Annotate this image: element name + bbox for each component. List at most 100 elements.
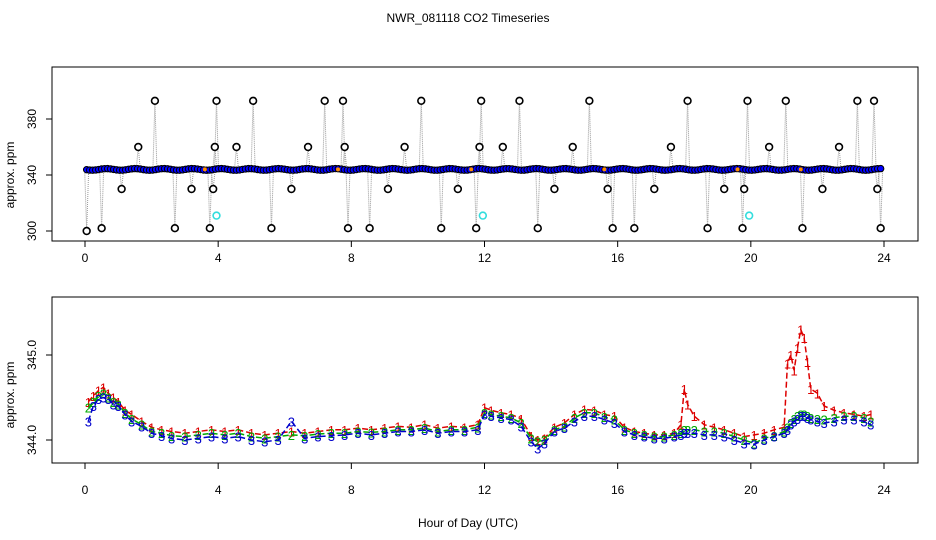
series-point-3: 3 bbox=[840, 413, 847, 428]
series-line-2 bbox=[87, 392, 872, 445]
series-point-1: 1 bbox=[448, 419, 455, 434]
series-point-2: 2 bbox=[541, 433, 548, 448]
series-point-2: 2 bbox=[741, 433, 748, 448]
spike-line bbox=[345, 169, 349, 229]
series-point-3: 3 bbox=[248, 433, 255, 448]
series-point-3: 3 bbox=[860, 414, 867, 429]
series-point-2: 2 bbox=[128, 412, 135, 427]
series-point-2: 2 bbox=[110, 395, 117, 410]
series-point-1: 1 bbox=[840, 406, 847, 421]
spike-line bbox=[612, 169, 616, 229]
spike-line bbox=[707, 169, 711, 229]
series-point-2: 2 bbox=[195, 428, 202, 443]
bottom-y-tick-label: 344.0 bbox=[25, 425, 39, 455]
spike-line bbox=[588, 100, 592, 170]
series-point-3: 3 bbox=[527, 435, 534, 450]
series-point-1: 1 bbox=[800, 331, 807, 346]
series-point-2: 2 bbox=[551, 423, 558, 438]
series-point-3: 3 bbox=[751, 437, 758, 452]
series-point-3: 3 bbox=[651, 431, 658, 446]
spike-point bbox=[338, 96, 348, 106]
spike-line bbox=[687, 100, 691, 170]
series-point-2: 2 bbox=[421, 421, 428, 436]
series-point-3: 3 bbox=[448, 425, 455, 440]
spike-point bbox=[97, 224, 106, 233]
series-point-3: 3 bbox=[850, 413, 857, 428]
series-point-3: 3 bbox=[461, 425, 468, 440]
spike-point bbox=[453, 184, 463, 194]
bottom-x-tick-label: 4 bbox=[215, 483, 222, 497]
spike-line bbox=[516, 100, 520, 170]
series-point-3: 3 bbox=[90, 399, 97, 414]
series-point-1: 1 bbox=[661, 428, 668, 443]
series-point-1: 1 bbox=[498, 406, 505, 421]
spike-point bbox=[187, 184, 196, 194]
series-point-2: 2 bbox=[661, 430, 668, 445]
spike-point bbox=[630, 224, 639, 233]
spike-line bbox=[537, 169, 541, 229]
series-point-1: 1 bbox=[354, 421, 361, 436]
series-point-3: 3 bbox=[621, 425, 628, 440]
spike-point bbox=[650, 184, 659, 194]
series-point-1: 1 bbox=[148, 420, 155, 435]
spike-line bbox=[783, 100, 787, 170]
series-point-2: 2 bbox=[474, 420, 481, 435]
bottom-y-axis-label: approx. ppm bbox=[3, 362, 17, 429]
spike-line bbox=[685, 100, 689, 170]
series-point-2: 2 bbox=[168, 429, 175, 444]
series-point-3: 3 bbox=[221, 431, 228, 446]
series-point-1: 1 bbox=[781, 420, 788, 435]
series-point-3: 3 bbox=[551, 425, 558, 440]
series-point-1: 1 bbox=[90, 389, 97, 404]
series-point-2: 2 bbox=[95, 389, 102, 404]
series-point-2: 2 bbox=[408, 423, 415, 438]
series-point-3: 3 bbox=[830, 414, 837, 429]
spike-point bbox=[417, 96, 426, 106]
series-point-2: 2 bbox=[684, 423, 691, 438]
spike-line bbox=[172, 169, 176, 229]
spike-line bbox=[86, 169, 90, 232]
data-point-accent bbox=[469, 167, 474, 172]
series-point-2: 2 bbox=[721, 426, 728, 441]
series-point-2: 2 bbox=[701, 425, 708, 440]
series-point-3: 3 bbox=[354, 426, 361, 441]
data-point-accent bbox=[735, 167, 740, 172]
chart-title: NWR_081118 CO2 Timeseries bbox=[387, 11, 550, 25]
spike-line bbox=[387, 169, 391, 190]
spike-line bbox=[572, 146, 576, 170]
series-point-3: 3 bbox=[158, 429, 165, 444]
series-point-1: 1 bbox=[541, 431, 548, 446]
series-point-3: 3 bbox=[508, 413, 515, 428]
series-point-3: 3 bbox=[541, 436, 548, 451]
spike-point bbox=[267, 224, 276, 233]
spike-line bbox=[631, 169, 635, 229]
series-point-3: 3 bbox=[110, 397, 117, 412]
series-point-1: 1 bbox=[221, 425, 228, 440]
series-point-3: 3 bbox=[195, 431, 202, 446]
series-point-1: 1 bbox=[601, 408, 608, 423]
series-point-2: 2 bbox=[508, 411, 515, 426]
series-point-2: 2 bbox=[100, 386, 107, 401]
series-point-3: 3 bbox=[100, 391, 107, 406]
series-point-3: 3 bbox=[641, 430, 648, 445]
spike-line bbox=[633, 169, 637, 229]
series-point-3: 3 bbox=[85, 414, 92, 429]
spike-line bbox=[586, 100, 590, 170]
series-point-3: 3 bbox=[741, 436, 748, 451]
series-point-3: 3 bbox=[148, 426, 155, 441]
top-y-tick-label: 380 bbox=[25, 109, 39, 129]
spike-point bbox=[781, 96, 790, 106]
series-point-3: 3 bbox=[274, 433, 281, 448]
spike-point bbox=[515, 96, 524, 106]
series-point-2: 2 bbox=[581, 406, 588, 421]
series-point-2: 2 bbox=[561, 419, 568, 434]
series-point-2: 2 bbox=[534, 435, 541, 450]
series-point-1: 1 bbox=[110, 391, 117, 406]
spike-point bbox=[82, 226, 91, 236]
series-point-1: 1 bbox=[671, 426, 678, 441]
spike-line bbox=[856, 100, 860, 170]
series-point-1: 1 bbox=[288, 425, 295, 440]
series-point-3: 3 bbox=[95, 392, 102, 407]
spike-point bbox=[287, 184, 296, 194]
spike-point bbox=[568, 142, 577, 152]
